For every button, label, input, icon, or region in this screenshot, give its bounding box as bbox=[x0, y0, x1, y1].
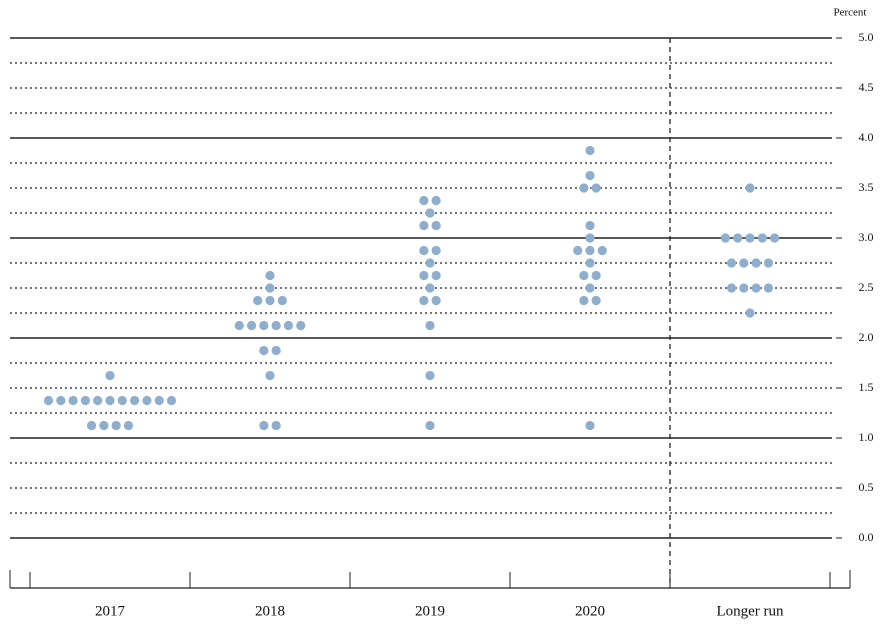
dot bbox=[259, 320, 269, 331]
dot bbox=[579, 183, 589, 193]
x-tick-label: 2018 bbox=[255, 603, 285, 619]
dot bbox=[43, 395, 54, 406]
dot bbox=[591, 183, 601, 193]
dot bbox=[419, 295, 429, 306]
dot bbox=[425, 283, 435, 293]
dot bbox=[585, 220, 595, 231]
dot bbox=[123, 420, 134, 431]
dot bbox=[277, 295, 287, 306]
dot bbox=[142, 395, 152, 406]
dot bbox=[154, 395, 164, 406]
dot bbox=[271, 420, 281, 431]
dot bbox=[265, 295, 275, 306]
dot bbox=[130, 395, 140, 406]
y-tick-label: 0.0 bbox=[859, 530, 874, 544]
dot bbox=[733, 233, 743, 243]
dot bbox=[597, 245, 607, 256]
dot bbox=[585, 245, 595, 256]
dot bbox=[265, 370, 275, 381]
dot bbox=[431, 270, 441, 281]
dot bbox=[68, 395, 78, 406]
x-tick-label: 2019 bbox=[415, 603, 445, 619]
dot bbox=[265, 270, 275, 281]
dot bbox=[283, 320, 294, 331]
dot bbox=[431, 195, 441, 206]
dot bbox=[751, 283, 761, 293]
dot bbox=[425, 258, 435, 268]
dot bbox=[425, 320, 435, 331]
dot bbox=[585, 283, 595, 293]
dot bbox=[585, 145, 595, 156]
x-tick-label: Longer run bbox=[716, 603, 784, 619]
dot bbox=[745, 308, 755, 318]
dot bbox=[585, 233, 595, 243]
dot bbox=[234, 320, 244, 331]
y-tick-label: 2.5 bbox=[859, 280, 874, 294]
dot bbox=[720, 233, 731, 243]
dot bbox=[296, 320, 306, 331]
dot bbox=[111, 420, 121, 431]
y-tick-label: 3.0 bbox=[859, 230, 874, 244]
dot bbox=[770, 233, 780, 243]
dot bbox=[579, 295, 589, 306]
dot bbox=[431, 220, 441, 231]
dot bbox=[246, 320, 257, 331]
y-axis-label: Percent bbox=[834, 7, 867, 19]
dot bbox=[419, 245, 429, 256]
dot bbox=[751, 258, 761, 268]
dot bbox=[86, 420, 97, 431]
y-tick-label: 4.5 bbox=[859, 80, 874, 94]
dot bbox=[726, 258, 737, 268]
dot bbox=[585, 258, 595, 268]
dot bbox=[419, 195, 429, 206]
dot bbox=[739, 283, 749, 293]
dot bbox=[763, 283, 774, 293]
dot bbox=[259, 345, 269, 356]
y-tick-label: 5.0 bbox=[859, 30, 874, 44]
dot bbox=[99, 420, 109, 431]
dot bbox=[105, 395, 115, 406]
dot bbox=[745, 183, 755, 193]
dot bbox=[93, 395, 103, 406]
y-tick-label: 3.5 bbox=[859, 180, 874, 194]
dot bbox=[425, 208, 435, 218]
dot bbox=[419, 220, 429, 231]
x-tick-label: 2017 bbox=[95, 603, 126, 619]
dot bbox=[591, 270, 601, 281]
dot bbox=[425, 370, 435, 381]
dot bbox=[431, 245, 441, 256]
y-tick-label: 4.0 bbox=[859, 130, 874, 144]
y-tick-label: 2.0 bbox=[859, 330, 874, 344]
dot bbox=[585, 170, 595, 181]
dot bbox=[271, 345, 281, 356]
dot bbox=[425, 420, 435, 431]
dot bbox=[271, 320, 281, 331]
dot bbox=[166, 395, 177, 406]
dot bbox=[431, 295, 441, 306]
dot bbox=[745, 233, 755, 243]
dot bbox=[419, 270, 429, 281]
dot bbox=[579, 270, 589, 281]
dot bbox=[265, 283, 275, 293]
y-tick-label: 1.0 bbox=[859, 430, 874, 444]
dot bbox=[117, 395, 127, 406]
x-tick-label: 2020 bbox=[575, 603, 605, 619]
dot bbox=[259, 420, 269, 431]
y-tick-label: 0.5 bbox=[859, 480, 874, 494]
dot bbox=[253, 295, 263, 306]
dot bbox=[56, 395, 66, 406]
dot bbox=[105, 370, 115, 381]
dot bbox=[739, 258, 749, 268]
dot bbox=[573, 245, 583, 256]
dot bbox=[726, 283, 737, 293]
dot bbox=[591, 295, 601, 306]
dot bbox=[763, 258, 774, 268]
dot bbox=[80, 395, 90, 406]
dot bbox=[585, 420, 595, 431]
y-tick-label: 1.5 bbox=[859, 380, 874, 394]
dot bbox=[757, 233, 767, 243]
